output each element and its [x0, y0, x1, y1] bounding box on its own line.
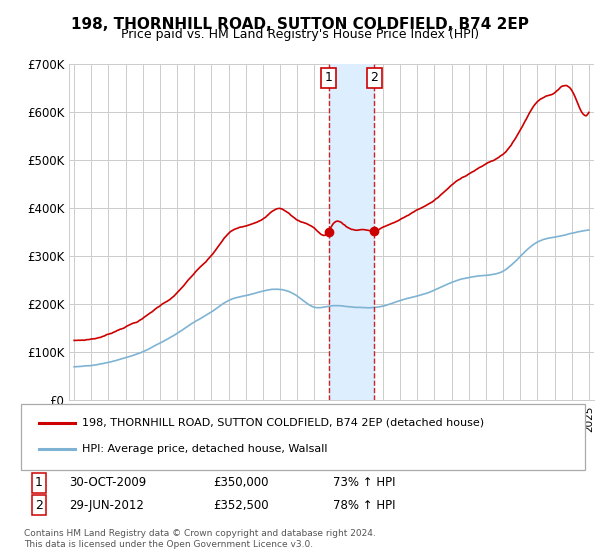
Text: 29-JUN-2012: 29-JUN-2012	[69, 498, 144, 512]
Bar	[329, 64, 374, 400]
Text: 2: 2	[370, 71, 379, 85]
Text: 73% ↑ HPI: 73% ↑ HPI	[333, 476, 395, 489]
Text: £352,500: £352,500	[213, 498, 269, 512]
Text: 198, THORNHILL ROAD, SUTTON COLDFIELD, B74 2EP: 198, THORNHILL ROAD, SUTTON COLDFIELD, B…	[71, 17, 529, 32]
Text: Contains HM Land Registry data © Crown copyright and database right 2024.
This d: Contains HM Land Registry data © Crown c…	[24, 529, 376, 549]
Text: Price paid vs. HM Land Registry's House Price Index (HPI): Price paid vs. HM Land Registry's House …	[121, 28, 479, 41]
Text: 2: 2	[35, 498, 43, 512]
Text: £350,000: £350,000	[213, 476, 269, 489]
Text: 198, THORNHILL ROAD, SUTTON COLDFIELD, B74 2EP (detached house): 198, THORNHILL ROAD, SUTTON COLDFIELD, B…	[82, 418, 484, 428]
Text: 1: 1	[35, 476, 43, 489]
Text: HPI: Average price, detached house, Walsall: HPI: Average price, detached house, Wals…	[82, 444, 328, 454]
Text: 78% ↑ HPI: 78% ↑ HPI	[333, 498, 395, 512]
Text: 30-OCT-2009: 30-OCT-2009	[69, 476, 146, 489]
Text: 1: 1	[325, 71, 332, 85]
